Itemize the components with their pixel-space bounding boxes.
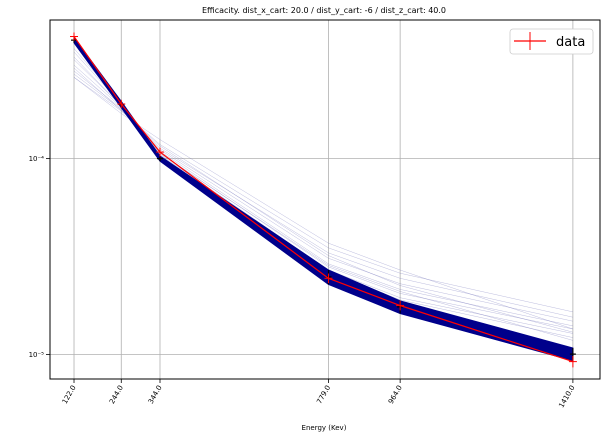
simulation-markers xyxy=(71,37,576,361)
x-tick-label: 1410.0 xyxy=(557,384,576,409)
simulation-line xyxy=(73,51,573,334)
simulation-line xyxy=(73,70,573,322)
simulation-line xyxy=(73,64,573,327)
simulation-line xyxy=(73,56,573,341)
chart-title: Efficacity. dist_x_cart: 20.0 / dist_y_c… xyxy=(202,6,446,15)
y-tick-label: 10⁻⁴ xyxy=(29,155,45,163)
x-tick-label: 779.0 xyxy=(315,384,332,405)
simulation-line xyxy=(73,59,573,330)
x-tick-label: 244.0 xyxy=(108,384,125,405)
x-tick-label: 122.0 xyxy=(61,384,78,405)
legend-label-data: data xyxy=(556,35,585,50)
simulation-line xyxy=(73,73,573,318)
simulation-line xyxy=(73,77,573,330)
x-tick-label: 964.0 xyxy=(387,384,404,405)
grid xyxy=(50,20,600,379)
x-axis-label: Energy (Kev) xyxy=(302,424,347,432)
data-line xyxy=(73,36,574,363)
plot-frame xyxy=(49,19,601,380)
legend[interactable]: data xyxy=(509,28,594,55)
simulation-line xyxy=(73,67,573,333)
x-axis-ticks: 122.0 244.0 344.0 779.0 964.0 1410.0 xyxy=(61,379,577,409)
simulation-line xyxy=(73,48,573,338)
data-series xyxy=(70,32,577,368)
y-axis-ticks: 10⁻⁵ 10⁻⁴ xyxy=(29,155,50,359)
x-tick-label: 344.0 xyxy=(147,384,164,405)
simulation-line xyxy=(73,77,573,313)
legend-box xyxy=(509,28,594,55)
y-tick-label: 10⁻⁵ xyxy=(29,351,45,359)
simulation-spread-lines xyxy=(73,48,573,341)
